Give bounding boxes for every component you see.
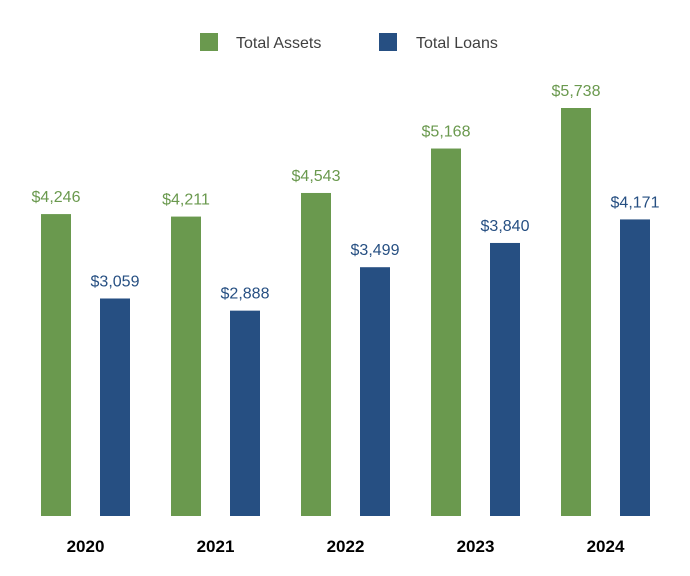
value-label-total-loans-2020: $3,059 bbox=[91, 273, 140, 290]
category-label-2022: 2022 bbox=[327, 537, 365, 556]
bar-total-loans-2023 bbox=[490, 242, 520, 516]
bar-total-assets-2020 bbox=[41, 214, 71, 516]
value-label-total-loans-2024: $4,171 bbox=[611, 194, 660, 211]
value-label-total-loans-2023: $3,840 bbox=[481, 218, 530, 235]
value-label-total-loans-2022: $3,499 bbox=[351, 242, 400, 259]
bar-total-loans-2021 bbox=[230, 310, 260, 516]
value-label-total-assets-2022: $4,543 bbox=[292, 168, 341, 185]
legend-swatch-total-assets bbox=[200, 33, 218, 51]
value-label-total-assets-2024: $5,738 bbox=[552, 83, 601, 100]
chart-bars bbox=[41, 108, 650, 517]
bar-total-loans-2020 bbox=[100, 298, 130, 516]
bar-total-assets-2021 bbox=[171, 216, 201, 516]
bar-total-assets-2024 bbox=[561, 108, 591, 516]
category-label-2021: 2021 bbox=[197, 537, 235, 556]
bar-total-loans-2022 bbox=[360, 267, 390, 516]
value-label-total-loans-2021: $2,888 bbox=[221, 286, 270, 303]
legend-label-total-loans: Total Loans bbox=[416, 35, 498, 52]
legend-label-total-assets: Total Assets bbox=[236, 35, 321, 52]
value-label-total-assets-2021: $4,211 bbox=[162, 192, 210, 209]
chart-category-labels: 2020 2021 2022 2023 2024 bbox=[67, 537, 625, 556]
category-label-2024: 2024 bbox=[587, 537, 625, 556]
category-label-2020: 2020 bbox=[67, 537, 105, 556]
chart-legend: Total Assets Total Loans bbox=[200, 33, 498, 52]
legend-swatch-total-loans bbox=[379, 33, 397, 51]
value-label-total-assets-2020: $4,246 bbox=[32, 189, 81, 206]
bar-total-assets-2023 bbox=[431, 148, 461, 517]
value-label-total-assets-2023: $5,168 bbox=[422, 124, 471, 141]
bar-total-loans-2024 bbox=[620, 219, 650, 517]
bar-total-assets-2022 bbox=[301, 192, 331, 516]
category-label-2023: 2023 bbox=[457, 537, 495, 556]
chart-value-labels: $4,246 $3,059 $4,211 $2,888 $4,543 $3,499 $5,1… bbox=[32, 83, 660, 303]
